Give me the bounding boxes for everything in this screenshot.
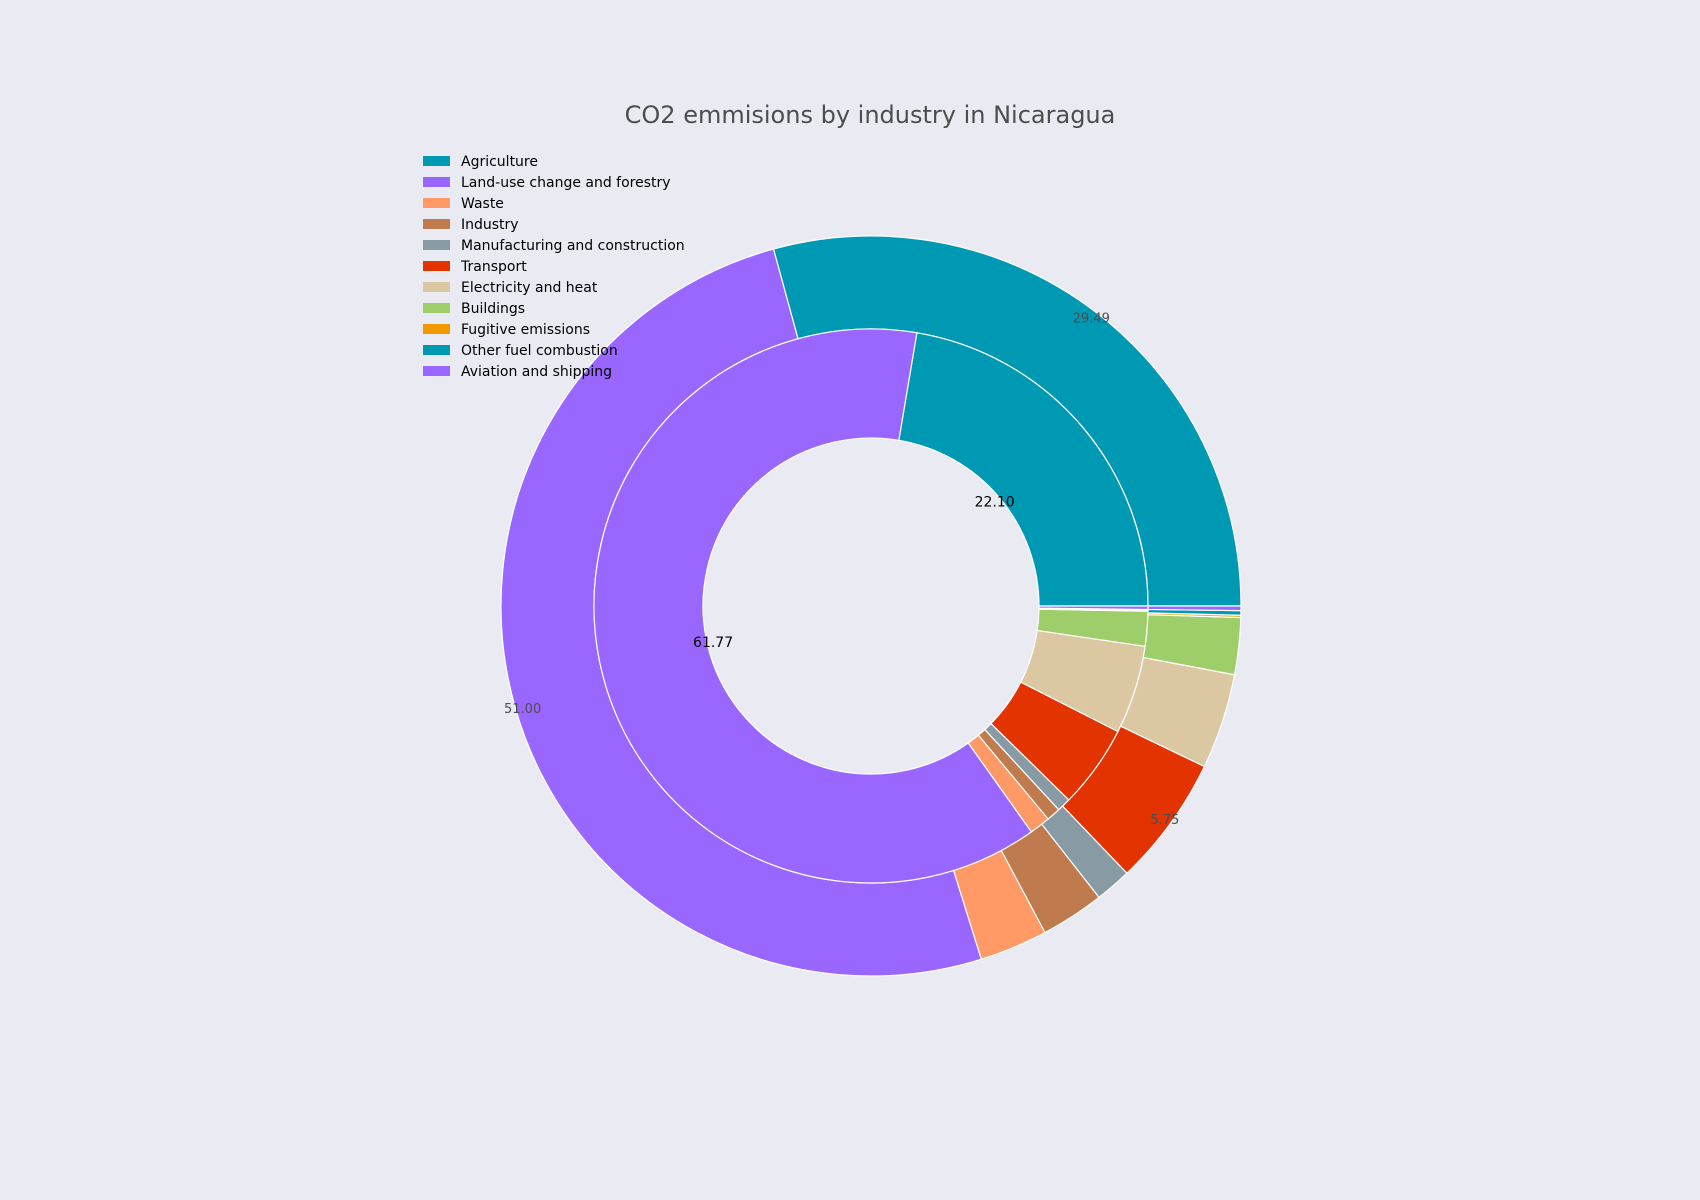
legend-swatch-buildings	[423, 303, 450, 313]
legend-label-transport: Transport	[460, 259, 527, 275]
legend-swatch-electricity-and-heat	[423, 282, 450, 292]
outer-ring-slice-aviation-and-shipping	[1147, 605, 1242, 612]
legend-label-fugitive-emissions: Fugitive emissions	[461, 322, 590, 338]
legend-label-agriculture: Agriculture	[461, 154, 538, 170]
legend-label-aviation-and-shipping: Aviation and shipping	[461, 364, 612, 380]
inner-ring-slice-industry	[977, 728, 1060, 820]
inner-ring-slice-aviation-and-shipping	[1038, 605, 1149, 611]
outer-ring-label-land-use-change-and-forestry: 51.00	[504, 702, 541, 717]
chart-title: CO2 emmisions by industry in Nicaragua	[625, 101, 1116, 129]
inner-ring-label-land-use-change-and-forestry: 61.77	[693, 635, 733, 651]
inner-ring-slice-transport	[990, 681, 1119, 801]
legend-swatch-waste	[423, 198, 450, 208]
legend-swatch-land-use-change-and-forestry	[423, 177, 450, 187]
legend-swatch-industry	[423, 219, 450, 229]
outer-ring	[500, 235, 1242, 977]
legend-label-waste: Waste	[461, 196, 504, 212]
inner-ring-slice-agriculture	[898, 332, 1149, 607]
outer-ring-label-transport: 5.75	[1150, 813, 1179, 828]
inner-ring-labels: 22.10 61.77	[693, 494, 1015, 651]
legend-swatch-aviation-and-shipping	[423, 366, 450, 376]
legend: Agriculture Land-use change and forestry W…	[423, 154, 685, 380]
inner-ring-slice-land-use-change-and-forestry	[593, 328, 1033, 884]
legend-swatch-fugitive-emissions	[423, 324, 450, 334]
inner-ring-slice-waste	[967, 734, 1049, 833]
inner-ring-slice-manufacturing-and-construction	[984, 722, 1070, 811]
legend-label-buildings: Buildings	[461, 301, 525, 317]
legend-swatch-agriculture	[423, 156, 450, 166]
inner-ring-slice-electricity-and-heat	[1019, 629, 1146, 733]
outer-ring-label-agriculture: 29.49	[1073, 311, 1110, 326]
legend-label-other-fuel-combustion: Other fuel combustion	[461, 343, 618, 359]
legend-label-land-use-change-and-forestry: Land-use change and forestry	[461, 175, 671, 191]
legend-label-electricity-and-heat: Electricity and heat	[461, 280, 598, 296]
legend-swatch-manufacturing-and-construction	[423, 240, 450, 250]
legend-swatch-transport	[423, 261, 450, 271]
inner-ring	[593, 328, 1149, 884]
inner-ring-slice-buildings	[1036, 608, 1149, 648]
legend-label-industry: Industry	[461, 217, 519, 233]
legend-swatch-other-fuel-combustion	[423, 345, 450, 355]
outer-ring-labels: 29.49 51.00 5.75	[504, 311, 1179, 828]
legend-label-manufacturing-and-construction: Manufacturing and construction	[461, 238, 685, 254]
inner-ring-label-agriculture: 22.10	[975, 494, 1015, 510]
